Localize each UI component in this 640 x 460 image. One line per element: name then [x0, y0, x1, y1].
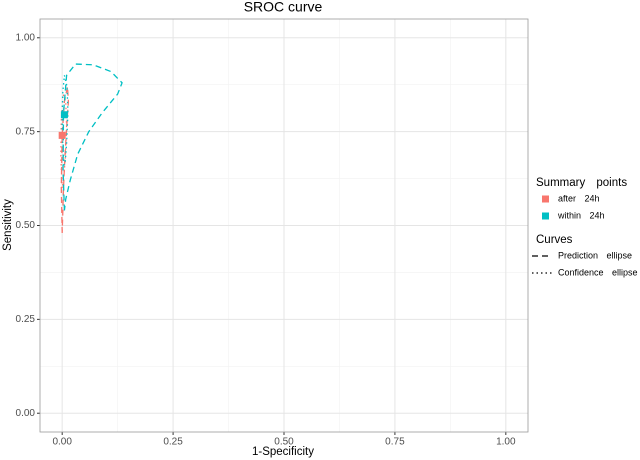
legend-title: Summary points	[536, 177, 627, 189]
prediction-ellipse	[62, 63, 123, 211]
chart-title: SROC curve	[244, 0, 323, 15]
y-tick-label: 1.00	[16, 32, 36, 43]
x-tick-label: 0.50	[274, 437, 294, 448]
x-tick-label: 0.00	[52, 437, 72, 448]
x-axis-title: 1-Specificity	[252, 446, 314, 458]
y-axis-title: Sensitivity	[2, 199, 14, 251]
legend-title: Curves	[536, 234, 573, 246]
legend-swatch	[542, 195, 549, 203]
confidence-ellipse	[61, 75, 69, 166]
prediction-ellipse	[60, 86, 70, 234]
summary-point	[60, 111, 68, 119]
y-tick-label: 0.75	[16, 126, 36, 137]
x-tick-label: 0.75	[385, 437, 405, 448]
y-tick-label: 0.25	[16, 314, 36, 325]
legend-swatch	[542, 212, 549, 220]
legend-label: Confidence ellipse	[558, 267, 638, 277]
summary-point	[58, 131, 66, 139]
x-tick-label: 0.25	[163, 437, 183, 448]
legend-label: within 24h	[557, 210, 605, 220]
legend-label: Prediction ellipse	[558, 250, 632, 260]
legend-label: after 24h	[558, 193, 600, 203]
y-tick-label: 0.50	[16, 220, 36, 231]
plot-border	[39, 18, 529, 433]
y-tick-label: 0.00	[16, 408, 36, 419]
x-tick-label: 1.00	[496, 437, 516, 448]
